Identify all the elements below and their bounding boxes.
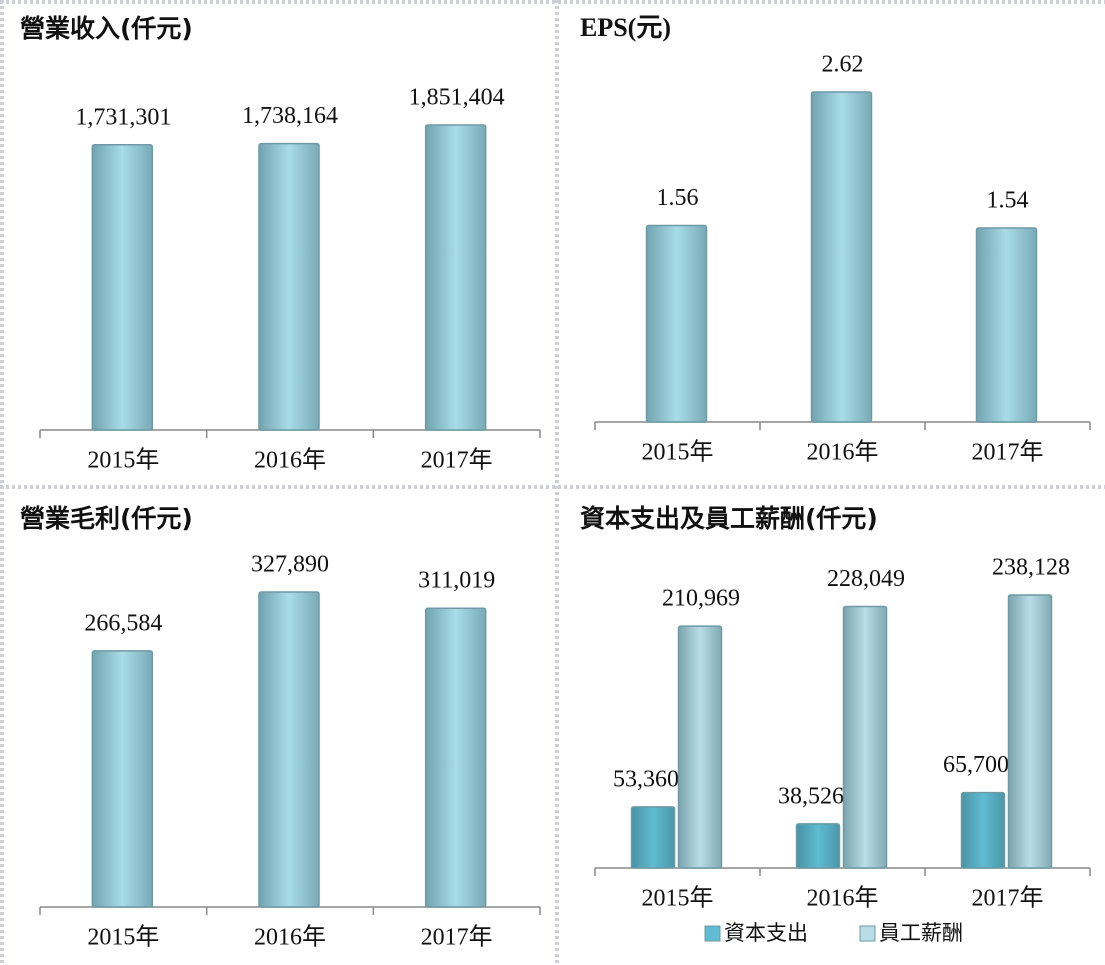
data-label: 327,890: [251, 552, 329, 578]
data-label: 1,738,164: [242, 103, 338, 129]
x-tick-label: 2016年: [807, 885, 879, 912]
chart-title: 營業毛利(仟元): [20, 504, 193, 533]
x-tick-label: 2016年: [807, 439, 879, 466]
bar: [258, 591, 320, 908]
bar: [975, 227, 1038, 423]
x-tick-label: 2016年: [254, 447, 326, 474]
legend-swatch: [859, 925, 876, 942]
bar: [424, 607, 487, 908]
data-label: 53,360: [613, 766, 679, 792]
data-label: 311,019: [418, 568, 495, 594]
x-tick-label: 2015年: [642, 439, 714, 466]
data-label: 1,731,301: [75, 104, 171, 130]
data-label: 38,526: [778, 783, 844, 809]
bar: [91, 650, 154, 908]
x-tick-label: 2015年: [87, 447, 159, 474]
bar: [91, 144, 154, 431]
x-tick-label: 2017年: [421, 447, 493, 474]
legend-swatch: [704, 925, 721, 942]
x-tick-label: 2016年: [254, 924, 326, 951]
chart-title: EPS(元): [580, 13, 671, 42]
data-label: 2.62: [822, 52, 864, 78]
data-label: 228,049: [827, 566, 905, 592]
chart-title: 營業收入(仟元): [20, 14, 193, 43]
x-tick-label: 2017年: [421, 924, 493, 951]
bar: [795, 823, 841, 869]
data-label: 210,969: [662, 586, 740, 612]
bar: [630, 806, 676, 869]
bar: [424, 124, 487, 431]
chart-title: 資本支出及員工薪酬(仟元): [580, 504, 878, 533]
x-tick-label: 2017年: [972, 885, 1044, 912]
bar: [842, 605, 888, 869]
data-label: 1.54: [987, 188, 1029, 214]
legend-label: 資本支出: [724, 921, 808, 945]
data-label: 1,851,404: [409, 85, 505, 111]
legend-label: 員工薪酬: [879, 921, 963, 945]
bar: [1007, 594, 1053, 869]
x-tick-label: 2017年: [972, 439, 1044, 466]
data-label: 65,700: [943, 752, 1009, 778]
bar: [677, 625, 723, 869]
data-label: 238,128: [992, 555, 1070, 581]
bar: [960, 791, 1006, 869]
data-label: 1.56: [657, 185, 699, 211]
bar: [258, 142, 320, 431]
bar: [810, 91, 873, 423]
data-label: 266,584: [84, 610, 162, 636]
bar: [645, 224, 708, 423]
x-tick-label: 2015年: [642, 885, 714, 912]
x-tick-label: 2015年: [87, 924, 159, 951]
